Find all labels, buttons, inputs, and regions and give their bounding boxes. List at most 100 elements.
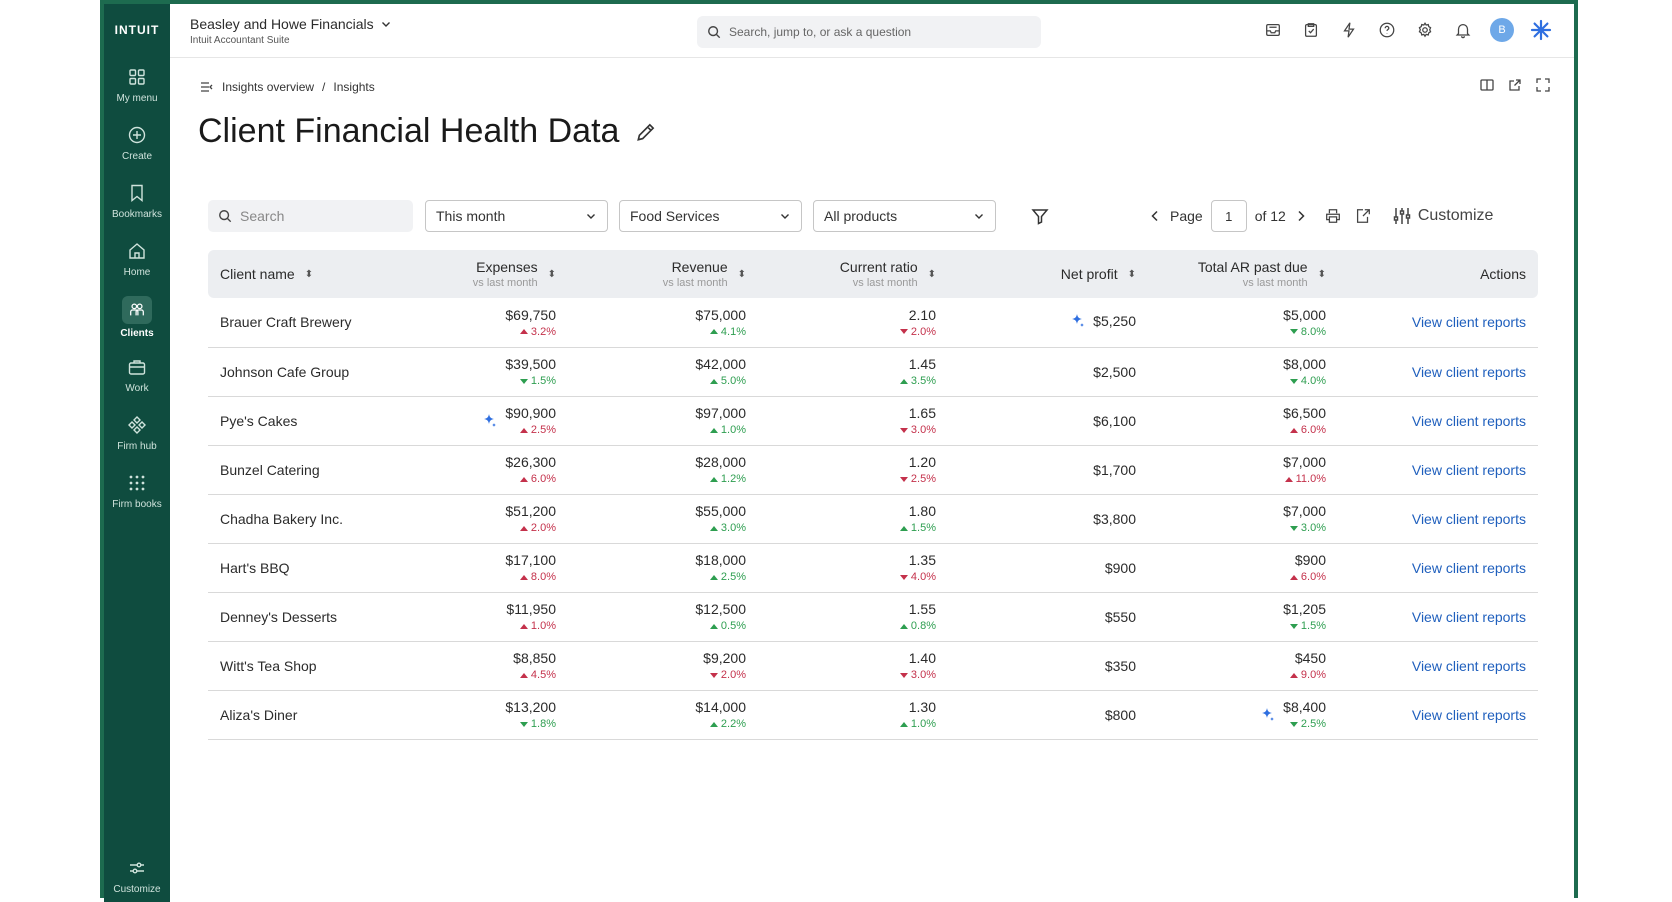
total-ar-delta: 6.0% xyxy=(1289,571,1326,583)
column-header-net-profit[interactable]: Net profit ⬍ xyxy=(1060,266,1136,282)
view-client-reports-link[interactable]: View client reports xyxy=(1411,314,1526,331)
view-client-reports-link[interactable]: View client reports xyxy=(1411,461,1526,478)
view-client-reports-link[interactable]: View client reports xyxy=(1411,657,1526,674)
split-view-icon[interactable] xyxy=(1480,78,1494,92)
current-ratio-cell: 1.65 3.0% xyxy=(758,396,948,446)
net-profit-cell: $5,250 xyxy=(948,298,1148,348)
breadcrumb-parent[interactable]: Insights overview xyxy=(222,80,315,94)
open-external-icon[interactable] xyxy=(1508,78,1522,92)
total-ar-value: $8,000 xyxy=(1283,356,1326,372)
net-profit-value: $900 xyxy=(1104,559,1136,576)
arrow-down-icon xyxy=(1289,329,1298,335)
current-ratio-cell: 1.55 0.8% xyxy=(758,592,948,642)
current-ratio-delta: 1.5% xyxy=(899,522,936,534)
page-label: Page xyxy=(1170,208,1203,224)
chevron-left-icon[interactable] xyxy=(1148,209,1162,223)
products-select[interactable]: All products xyxy=(813,200,996,232)
view-client-reports-link[interactable]: View client reports xyxy=(1411,363,1526,380)
client-name-cell: Brauer Craft Brewery xyxy=(208,298,380,348)
column-header-total-ar[interactable]: Total AR past due vs last month ⬍ xyxy=(1197,259,1326,289)
pencil-icon[interactable] xyxy=(635,121,657,143)
net-profit-value: $5,250 xyxy=(1093,312,1136,329)
total-ar-cell: $7,000 11.0% xyxy=(1148,445,1338,495)
page-title: Client Financial Health Data xyxy=(198,112,620,150)
collapse-menu-icon[interactable] xyxy=(200,81,214,93)
breadcrumb-separator: / xyxy=(322,80,326,94)
sidebar-item-firm-books[interactable]: Firm books xyxy=(104,462,170,520)
view-client-reports-link[interactable]: View client reports xyxy=(1411,412,1526,429)
sidebar-item-my-menu[interactable]: My menu xyxy=(104,56,170,114)
view-client-reports-link[interactable]: View client reports xyxy=(1411,559,1526,576)
current-ratio-value: 1.45 xyxy=(908,356,936,372)
view-client-reports-link[interactable]: View client reports xyxy=(1411,706,1526,723)
company-switcher[interactable]: Beasley and Howe Financials Intuit Accou… xyxy=(190,16,392,46)
expenses-value: $17,100 xyxy=(505,552,556,568)
industry-select[interactable]: Food Services xyxy=(619,200,802,232)
table-header-row: Client name ⬍ Expenses vs last month ⬍ Reve… xyxy=(208,250,1538,298)
view-client-reports-link[interactable]: View client reports xyxy=(1411,608,1526,625)
net-profit-cell: $550 xyxy=(948,592,1148,642)
global-search-input[interactable]: Search, jump to, or ask a question xyxy=(697,16,1041,48)
column-header-expenses[interactable]: Expenses vs last month ⬍ xyxy=(472,259,556,289)
arrow-up-icon xyxy=(519,623,528,629)
arrow-up-icon xyxy=(709,329,718,335)
client-name-cell: Aliza's Diner xyxy=(208,690,380,740)
export-icon[interactable] xyxy=(1352,205,1374,227)
sidebar-item-home[interactable]: Home xyxy=(104,230,170,288)
plus-circle-icon xyxy=(128,126,146,143)
table-search-input[interactable]: Search xyxy=(208,200,413,232)
avatar[interactable]: B xyxy=(1490,18,1514,42)
revenue-cell: $14,000 2.2% xyxy=(568,690,758,740)
expenses-delta: 8.0% xyxy=(519,571,556,583)
client-name-cell: Bunzel Catering xyxy=(208,445,380,495)
column-header-client-name[interactable]: Client name ⬍ xyxy=(220,266,314,282)
expenses-value: $11,950 xyxy=(506,601,556,617)
arrow-up-icon xyxy=(519,329,528,335)
top-bar: Beasley and Howe Financials Intuit Accou… xyxy=(170,4,1574,58)
chevron-right-icon[interactable] xyxy=(1294,209,1308,223)
sidebar-item-bookmarks[interactable]: Bookmarks xyxy=(104,172,170,230)
table-row: Hart's BBQ $17,100 8.0% $18,000 2.5% 1.35 4.0%… xyxy=(208,543,1538,593)
total-ar-delta: 8.0% xyxy=(1289,326,1326,338)
dots-grid-icon xyxy=(129,475,145,490)
page-number-input[interactable]: 1 xyxy=(1210,200,1247,232)
search-icon xyxy=(219,210,232,223)
sidebar-item-firm-hub[interactable]: Firm hub xyxy=(104,404,170,462)
clipboard-icon[interactable] xyxy=(1300,19,1322,41)
arrow-up-icon xyxy=(709,378,718,384)
current-ratio-cell: 1.80 1.5% xyxy=(758,494,948,544)
sidebar-item-work[interactable]: Work xyxy=(104,346,170,404)
view-client-reports-link[interactable]: View client reports xyxy=(1411,510,1526,527)
total-ar-delta: 11.0% xyxy=(1284,473,1326,485)
lightning-icon[interactable] xyxy=(1338,19,1360,41)
column-header-revenue[interactable]: Revenue vs last month ⬍ xyxy=(662,259,746,289)
column-header-current-ratio[interactable]: Current ratio vs last month ⬍ xyxy=(839,259,936,289)
filter-icon[interactable] xyxy=(1030,206,1050,226)
inbox-icon[interactable] xyxy=(1262,19,1284,41)
net-profit-value: $800 xyxy=(1104,706,1136,723)
period-select[interactable]: This month xyxy=(425,200,608,232)
sidebar-item-create[interactable]: Create xyxy=(104,114,170,172)
revenue-delta: 1.0% xyxy=(709,424,746,436)
expenses-value: $51,200 xyxy=(505,503,556,519)
help-icon[interactable] xyxy=(1376,19,1398,41)
customize-button[interactable]: Customize xyxy=(1392,206,1493,226)
bell-icon[interactable] xyxy=(1452,19,1474,41)
total-ar-value: $450 xyxy=(1294,650,1326,666)
revenue-cell: $97,000 1.0% xyxy=(568,396,758,446)
fullscreen-icon[interactable] xyxy=(1536,78,1550,92)
chevron-down-icon xyxy=(975,214,983,219)
sidebar-customize[interactable]: Customize xyxy=(104,850,170,902)
table-row: Aliza's Diner $13,200 1.8% $14,000 2.2% 1.30 1… xyxy=(208,690,1538,740)
arrow-up-icon xyxy=(899,623,908,629)
arrow-down-icon xyxy=(519,378,528,384)
gear-icon[interactable] xyxy=(1414,19,1436,41)
expenses-cell: $69,750 3.2% xyxy=(380,298,568,348)
sidebar-item-clients[interactable]: Clients xyxy=(104,288,170,346)
intuit-assist-icon[interactable] xyxy=(1530,19,1552,41)
main-content: Beasley and Howe Financials Intuit Accou… xyxy=(170,4,1574,902)
total-ar-delta: 1.5% xyxy=(1289,620,1326,632)
expenses-delta: 2.0% xyxy=(519,522,556,534)
print-icon[interactable] xyxy=(1322,205,1344,227)
current-ratio-cell: 2.10 2.0% xyxy=(758,298,948,348)
